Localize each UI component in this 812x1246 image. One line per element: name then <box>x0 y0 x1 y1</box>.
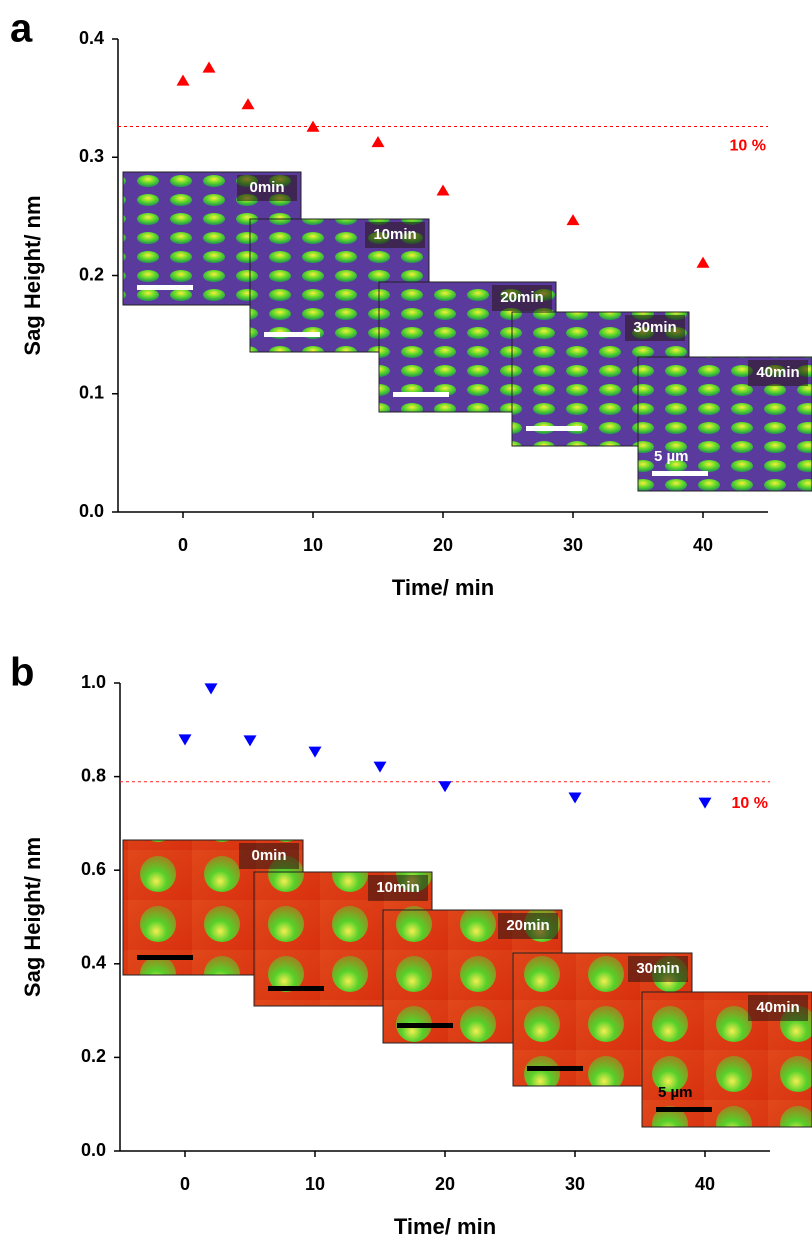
inset-label: 20min <box>506 917 549 934</box>
panel-label: a <box>10 7 33 51</box>
x-axis-title: Time/ min <box>394 1214 496 1239</box>
data-point <box>204 683 218 695</box>
data-point <box>696 256 710 268</box>
x-tick-label: 30 <box>563 535 583 555</box>
data-point <box>241 98 255 110</box>
scale-bar-label: 5 µm <box>654 448 689 465</box>
scale-bar-label: 5 µm <box>658 1084 693 1101</box>
inset-label-box <box>365 222 425 248</box>
inset-label: 30min <box>633 319 676 336</box>
x-tick-label: 20 <box>433 535 453 555</box>
scale-bar <box>526 426 582 431</box>
scale-bar <box>137 955 193 960</box>
inset-label-box <box>239 843 299 869</box>
x-tick-label: 10 <box>305 1174 325 1194</box>
scale-bar <box>527 1066 583 1071</box>
inset-image: 40min 5 µm <box>641 991 812 1128</box>
x-axis-title: Time/ min <box>392 575 494 600</box>
y-tick-label: 0.4 <box>79 28 104 48</box>
scale-bar <box>137 285 193 290</box>
scale-bar <box>268 986 324 991</box>
inset-label-box <box>628 956 688 982</box>
data-point <box>176 74 190 86</box>
data-point <box>243 735 257 747</box>
data-point <box>438 781 452 793</box>
y-tick-label: 0.0 <box>79 501 104 521</box>
data-point <box>373 761 387 773</box>
data-point <box>202 61 216 73</box>
y-tick-label: 0.0 <box>81 1140 106 1160</box>
inset-label-box <box>748 995 808 1021</box>
y-tick-label: 0.6 <box>81 859 106 879</box>
data-point <box>698 797 712 809</box>
scale-bar <box>656 1107 712 1112</box>
y-tick-label: 0.8 <box>81 765 106 785</box>
y-tick-label: 0.1 <box>79 383 104 403</box>
panel-label: b <box>10 651 34 695</box>
reference-label: 10 % <box>732 795 768 812</box>
inset-label-box <box>368 875 428 901</box>
scale-bar <box>264 332 320 337</box>
x-tick-label: 0 <box>178 535 188 555</box>
x-tick-label: 30 <box>565 1174 585 1194</box>
data-point <box>178 734 192 746</box>
inset-label: 0min <box>251 847 286 864</box>
x-tick-label: 20 <box>435 1174 455 1194</box>
scale-bar <box>397 1023 453 1028</box>
y-axis-title: Sag Height/ nm <box>20 195 45 355</box>
inset-label-box <box>237 175 297 201</box>
data-point <box>306 120 320 132</box>
y-axis-title: Sag Height/ nm <box>20 837 45 997</box>
y-tick-label: 0.4 <box>81 953 106 973</box>
inset-label: 0min <box>249 179 284 196</box>
inset-label: 10min <box>373 226 416 243</box>
y-tick-label: 1.0 <box>81 672 106 692</box>
inset-label-box <box>498 913 558 939</box>
y-tick-label: 0.3 <box>79 146 104 166</box>
x-tick-label: 40 <box>695 1174 715 1194</box>
data-point <box>308 746 322 758</box>
inset-label: 20min <box>500 289 543 306</box>
y-tick-label: 0.2 <box>81 1046 106 1066</box>
x-tick-label: 10 <box>303 535 323 555</box>
x-tick-label: 0 <box>180 1174 190 1194</box>
scale-bar <box>652 471 708 476</box>
reference-label: 10 % <box>730 138 766 155</box>
inset-label-box <box>748 360 808 386</box>
y-tick-label: 0.2 <box>79 264 104 284</box>
inset-label-box <box>625 315 685 341</box>
inset-label: 30min <box>636 960 679 977</box>
data-point <box>566 214 580 226</box>
inset-label: 10min <box>376 879 419 896</box>
inset-image: 40min 5 µm <box>637 356 812 492</box>
data-point <box>436 184 450 196</box>
inset-label: 40min <box>756 999 799 1016</box>
data-point <box>371 136 385 148</box>
scale-bar <box>393 392 449 397</box>
inset-label-box <box>492 285 552 311</box>
inset-label: 40min <box>756 364 799 381</box>
data-point <box>568 792 582 804</box>
x-tick-label: 40 <box>693 535 713 555</box>
